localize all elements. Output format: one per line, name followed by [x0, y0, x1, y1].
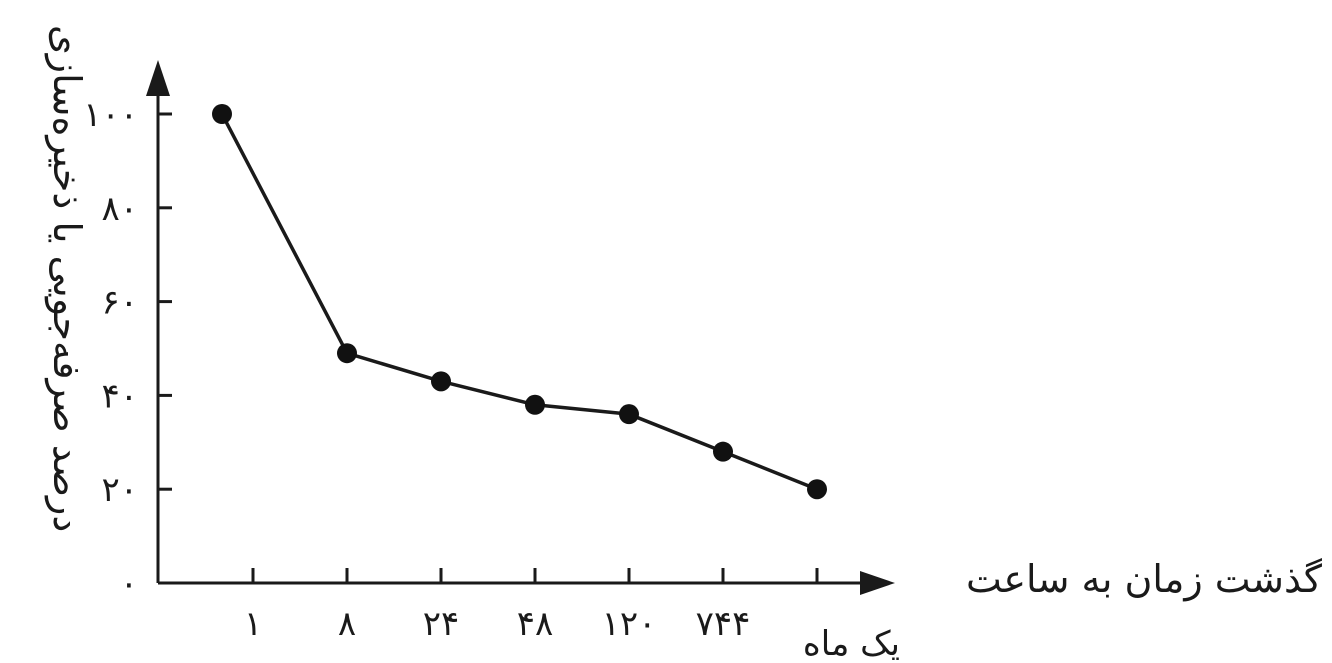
data-point [431, 371, 451, 392]
data-point [807, 479, 827, 500]
data-point [337, 343, 357, 364]
x-tick-label: ۱۲۰ [602, 604, 657, 644]
x-tick-label: ۸ [338, 604, 356, 644]
y-tick-label: ۴۰ [101, 376, 138, 416]
y-axis-arrow-icon [146, 60, 170, 96]
x-tick-label: ۱ [244, 604, 262, 644]
x-tick-label: ۲۴ [423, 604, 460, 644]
y-tick-label: ۲۰ [101, 470, 138, 510]
data-point [619, 404, 639, 425]
y-tick-label: ۶۰ [101, 283, 138, 323]
data-points [212, 104, 827, 500]
data-point [713, 441, 733, 462]
x-tick-label: ۷۴۴ [696, 604, 751, 644]
x-tick-label: یک ماه [803, 624, 900, 663]
series-line [220, 113, 818, 491]
data-point [525, 394, 545, 415]
data-point [212, 104, 232, 124]
y-axis-title: درصد صرفه‌جویی یا ذخیره‌سازی [44, 25, 89, 532]
y-tick-label: ۱۰۰ [83, 95, 138, 135]
x-axis-arrow-icon [860, 571, 895, 595]
x-tick-label: ۴۸ [517, 604, 554, 644]
x-ticks: ۱ ۸ ۲۴ ۴۸ ۱۲۰ ۷۴۴ یک ماه [244, 568, 900, 663]
y-tick-label: ۰ [120, 564, 138, 604]
y-ticks: ۰ ۲۰ ۴۰ ۶۰ ۸۰ ۱۰۰ [83, 95, 172, 604]
y-tick-label: ۸۰ [101, 189, 138, 229]
x-axis-title: گذشت زمان به ساعت [966, 557, 1323, 601]
